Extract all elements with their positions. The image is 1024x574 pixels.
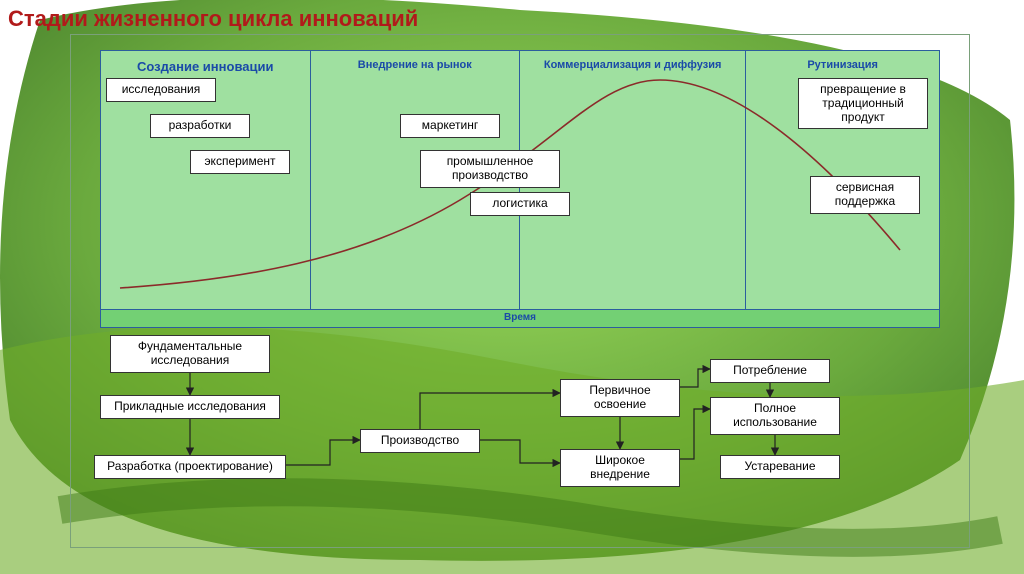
flow-node-appl: Прикладные исследования [100,395,280,419]
chart-box: логистика [470,192,570,216]
flow-node-cons: Потребление [710,359,830,383]
chart-box: превращение в традиционный продукт [798,78,928,129]
chart-box: промышленное производство [420,150,560,188]
flow-node-obs: Устаревание [720,455,840,479]
flow-node-pilot: Первичное освоение [560,379,680,417]
page-title: Стадии жизненного цикла инноваций [8,6,418,32]
time-axis-label: Время [100,310,940,328]
flow-node-full: Полное использование [710,397,840,435]
chart-box: маркетинг [400,114,500,138]
flow-node-wide: Широкое внедрение [560,449,680,487]
chart-box: разработки [150,114,250,138]
chart-box: сервисная поддержка [810,176,920,214]
chart-box: эксперимент [190,150,290,174]
flow-node-fund: Фундаментальные исследования [110,335,270,373]
flow-node-prod: Производство [360,429,480,453]
flowchart: Фундаментальные исследования Прикладные и… [80,335,980,545]
chart-box: исследования [106,78,216,102]
chart-boxes: исследования разработки эксперимент маркети… [100,50,940,310]
flow-node-dev: Разработка (проектирование) [94,455,286,479]
